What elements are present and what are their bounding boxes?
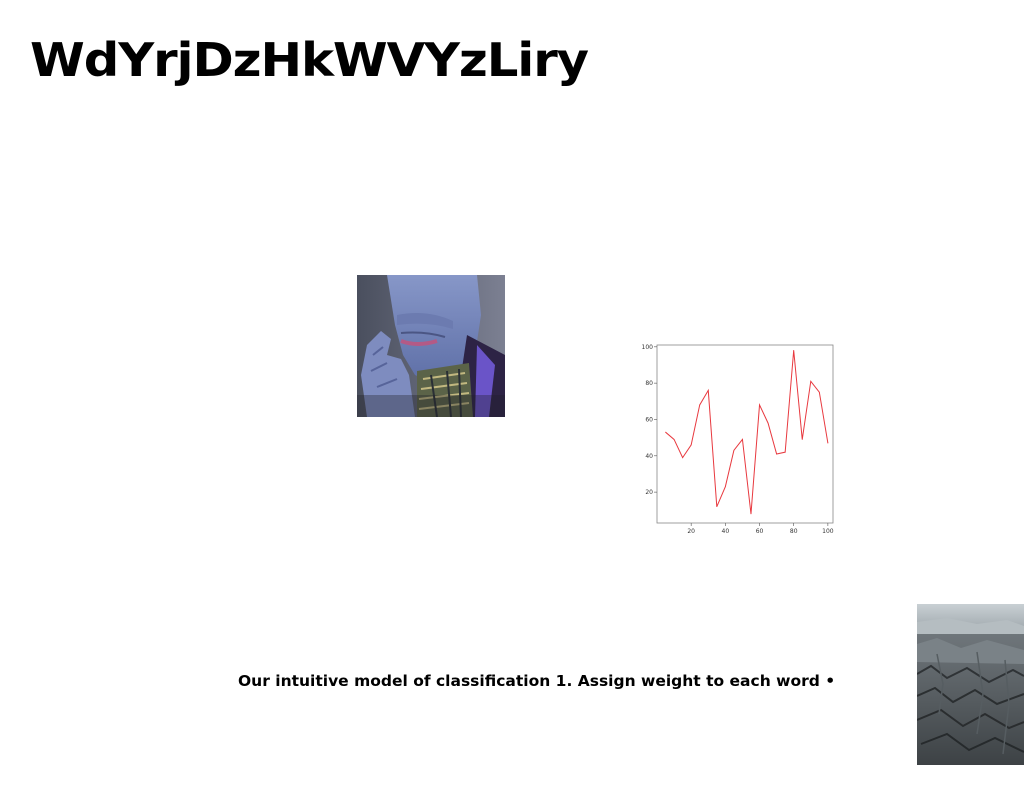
y-tick-label: 20: [645, 489, 653, 496]
data-point: [819, 392, 820, 393]
y-tick-label: 60: [645, 416, 653, 423]
data-point: [733, 450, 734, 451]
slide-title: WdYrjDzHkWVYzLiry: [30, 30, 588, 90]
plot-frame: [657, 345, 833, 523]
data-point: [699, 405, 700, 406]
data-point: [725, 486, 726, 487]
data-point: [751, 514, 752, 515]
x-tick-label: 80: [790, 528, 798, 535]
x-tick-label: 20: [687, 528, 695, 535]
y-tick-label: 100: [642, 344, 654, 351]
data-point: [759, 405, 760, 406]
data-point: [716, 506, 717, 507]
data-point: [674, 439, 675, 440]
landscape-image: [917, 604, 1024, 765]
x-tick-label: 100: [822, 528, 834, 535]
slide-caption: Our intuitive model of classification 1.…: [238, 670, 835, 692]
data-point: [708, 390, 709, 391]
x-tick-label: 60: [756, 528, 764, 535]
data-point: [691, 444, 692, 445]
data-point: [793, 350, 794, 351]
data-point: [682, 457, 683, 458]
chart-svg: 20 40 60 80 100 20 40 60 80 100: [640, 340, 840, 540]
data-point: [827, 443, 828, 444]
data-point: [768, 423, 769, 424]
x-tick-label: 40: [722, 528, 730, 535]
y-tick-label: 40: [645, 453, 653, 460]
data-point: [810, 381, 811, 382]
data-point: [785, 452, 786, 453]
data-point: [776, 454, 777, 455]
data-point: [742, 439, 743, 440]
y-tick-label: 80: [645, 380, 653, 387]
data-point: [802, 439, 803, 440]
line-chart: 20 40 60 80 100 20 40 60 80 100: [640, 340, 840, 540]
data-point: [665, 432, 666, 433]
portrait-image: [357, 275, 505, 417]
